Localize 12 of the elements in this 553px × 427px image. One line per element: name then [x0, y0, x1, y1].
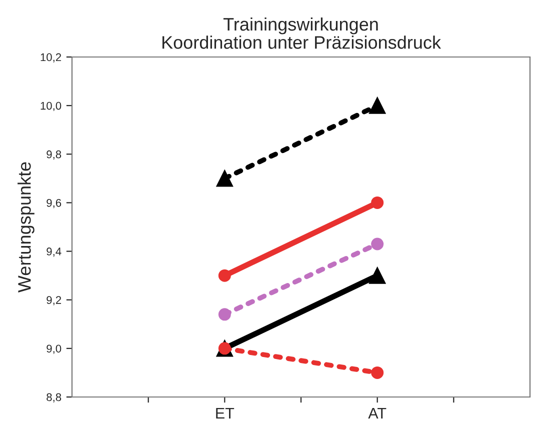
y-tick-label: 9,6 — [46, 198, 62, 208]
y-tick-label: 9,4 — [46, 248, 62, 257]
y-tick-label: 9,2 — [46, 296, 62, 306]
y-tick-label: 10,0 — [40, 102, 62, 112]
y-tick-label: 9,0 — [46, 344, 62, 354]
y-tick-label: 9,8 — [46, 150, 62, 160]
x-tick-label: AT — [368, 408, 386, 418]
x-tick-label: ET — [216, 408, 234, 418]
chart-title: Trainingswirkungen Koordination unter Präzisionsdruck — [162, 17, 442, 49]
y-tick-label: 8,8 — [46, 393, 62, 402]
y-axis-title: Wertungspunkte — [18, 162, 34, 292]
y-tick-label: 10,2 — [40, 53, 62, 62]
